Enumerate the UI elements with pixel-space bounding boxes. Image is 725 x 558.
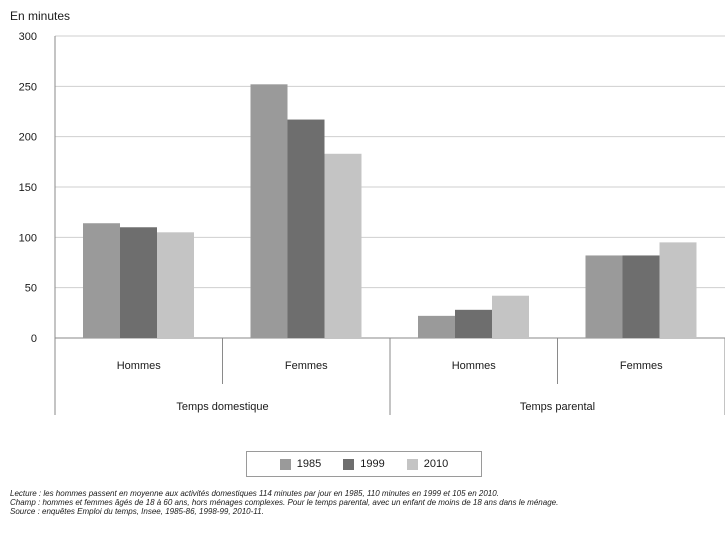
note-champ: Champ : hommes et femmes âgés de 18 à 60…: [10, 498, 559, 507]
group-label: Temps domestique: [176, 401, 268, 413]
y-tick-label: 50: [25, 283, 37, 295]
bars: [83, 84, 697, 338]
legend-item-1985: 1985: [279, 458, 322, 470]
y-tick-labels: 0 50 100 150 200 250 300: [19, 31, 37, 345]
legend-swatch: [279, 458, 291, 470]
legend-item-2010: 2010: [406, 458, 449, 470]
bar-1999-1: [287, 119, 325, 338]
bar-1985-3: [585, 255, 623, 338]
group-label: Temps parental: [520, 401, 595, 413]
bar-1985-1: [250, 84, 288, 338]
y-tick-label: 200: [19, 132, 37, 144]
bar-1999-2: [455, 309, 492, 338]
y-axis-label: En minutes: [10, 9, 70, 23]
bar-2010-3: [659, 242, 697, 338]
y-tick-label: 250: [19, 81, 37, 93]
y-tick-label: 100: [19, 232, 37, 244]
legend-label: 1999: [360, 458, 385, 470]
note-lecture: Lecture : les hommes passent en moyenne …: [10, 489, 499, 498]
bar-1999-0: [120, 227, 157, 338]
note-source: Source : enquêtes Emploi du temps, Insee…: [10, 507, 264, 516]
category-label: Femmes: [285, 360, 328, 372]
legend-swatch: [343, 458, 355, 470]
chart-notes: Lecture : les hommes passent en moyenne …: [10, 489, 722, 516]
legend-item-1999: 1999: [343, 458, 385, 470]
bar-1985-2: [418, 315, 455, 338]
bar-2010-0: [157, 232, 194, 338]
category-axis: Hommes Femmes Hommes Femmes Temps domestique…: [54, 338, 725, 415]
bar-1999-3: [622, 255, 660, 338]
category-label: Hommes: [452, 360, 497, 372]
bar-2010-2: [492, 295, 529, 338]
y-tick-label: 150: [19, 182, 37, 194]
legend-swatch: [406, 458, 418, 470]
bar-1985-0: [83, 223, 120, 338]
y-tick-label: 300: [19, 31, 37, 43]
category-label: Femmes: [620, 360, 663, 372]
bar-2010-1: [324, 153, 362, 338]
category-label: Hommes: [117, 360, 162, 372]
legend-label: 1985: [296, 458, 322, 470]
legend-label: 2010: [423, 458, 449, 470]
legend: 1985 1999 2010: [246, 451, 482, 477]
bar-chart: En minutes 0 50 100 150 200 250 300 Hommes Femm…: [10, 9, 725, 415]
y-tick-label: 0: [31, 333, 37, 345]
